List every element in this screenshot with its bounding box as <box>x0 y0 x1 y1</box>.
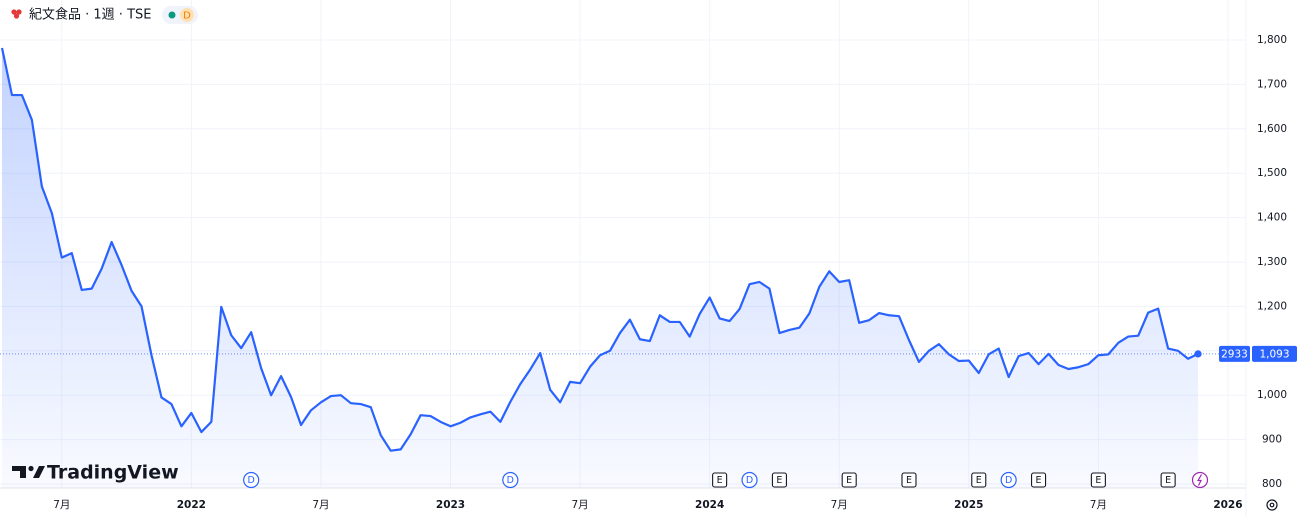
split-bolt <box>1196 474 1203 486</box>
tv-logo-part <box>33 466 45 478</box>
symbol-title: 紀文食品 · 1週 · TSE <box>29 8 151 23</box>
y-tick-label: 1,500 <box>1257 167 1287 179</box>
dividend-marker <box>502 471 519 489</box>
y-tick-label: 1,000 <box>1257 389 1287 401</box>
area-fill <box>2 47 1199 489</box>
event-label: E <box>1165 475 1171 486</box>
y-tick-label: 1,200 <box>1257 300 1287 312</box>
plot <box>0 47 1246 489</box>
x-tick-label: 7月 <box>571 499 588 511</box>
dividend-marker <box>1000 471 1017 489</box>
event-label: E <box>776 475 782 486</box>
labels: 8009001,0001,1001,2001,3001,4001,5001,60… <box>53 34 1297 511</box>
header: 紀文食品 · 1週 · TSE D <box>11 6 198 24</box>
y-tick-label: 1,800 <box>1257 34 1287 46</box>
event-label: E <box>906 475 912 486</box>
badge-bg <box>180 8 194 22</box>
earnings-marker <box>712 472 728 488</box>
last-price-label: 1,093 <box>1259 348 1289 360</box>
y-tick-label: 900 <box>1262 434 1282 446</box>
symbol-code-label: 2933 <box>1221 348 1248 360</box>
earnings-marker <box>971 472 987 488</box>
x-tick-label: 7月 <box>831 499 848 511</box>
earnings-marker <box>1031 472 1047 488</box>
last-price-box <box>1252 345 1297 362</box>
y-tick-label: 800 <box>1262 478 1282 490</box>
tv-logo-part <box>28 465 34 472</box>
watermark-logo: TradingView <box>12 462 179 484</box>
event-label: D <box>248 475 255 486</box>
x-tick-label: 7月 <box>312 499 329 511</box>
price-line <box>0 47 1199 452</box>
gear-hub[interactable] <box>1269 502 1275 508</box>
x-tick-label: 7月 <box>53 499 70 511</box>
header-badge: D <box>183 11 191 22</box>
x-tick-label: 2026 <box>1213 499 1242 511</box>
event-label: E <box>846 475 852 486</box>
earnings-marker <box>1090 472 1106 488</box>
event-label: D <box>1005 475 1012 486</box>
y-tick-label: 1,300 <box>1257 256 1287 268</box>
watermark-text: TradingView <box>47 462 179 484</box>
y-tick-label: 1,400 <box>1257 212 1287 224</box>
x-tick-label: 2024 <box>695 499 724 511</box>
dividend-marker <box>243 471 260 489</box>
dividend-marker <box>741 471 758 489</box>
x-tick-label: 7月 <box>1090 499 1107 511</box>
y-tick-label: 1,600 <box>1257 123 1287 135</box>
symbol-code-box <box>1219 345 1250 362</box>
event-label: E <box>1095 475 1101 486</box>
earnings-marker <box>841 472 857 488</box>
event-label: D <box>746 475 753 486</box>
earnings-marker <box>771 472 787 488</box>
logo-dot <box>13 13 20 19</box>
x-tick-label: 2025 <box>954 499 983 511</box>
gear-ring[interactable] <box>1266 499 1278 511</box>
logo-dot <box>11 9 17 15</box>
market-status-dot <box>168 11 176 19</box>
earnings-marker <box>901 472 917 488</box>
logo-dot <box>16 9 22 15</box>
earnings-marker <box>1160 472 1176 488</box>
event-label: E <box>1036 475 1042 486</box>
x-tick-label: 2023 <box>436 499 465 511</box>
event-label: E <box>717 475 723 486</box>
x-tick-label: 2022 <box>177 499 206 511</box>
settings-icon[interactable] <box>1266 499 1278 511</box>
event-label: D <box>507 475 514 486</box>
y-tick-label: 1,700 <box>1257 78 1287 90</box>
event-label: E <box>976 475 982 486</box>
split-event <box>1191 471 1209 489</box>
last-point <box>1194 350 1202 358</box>
tv-logo-part <box>12 466 26 478</box>
